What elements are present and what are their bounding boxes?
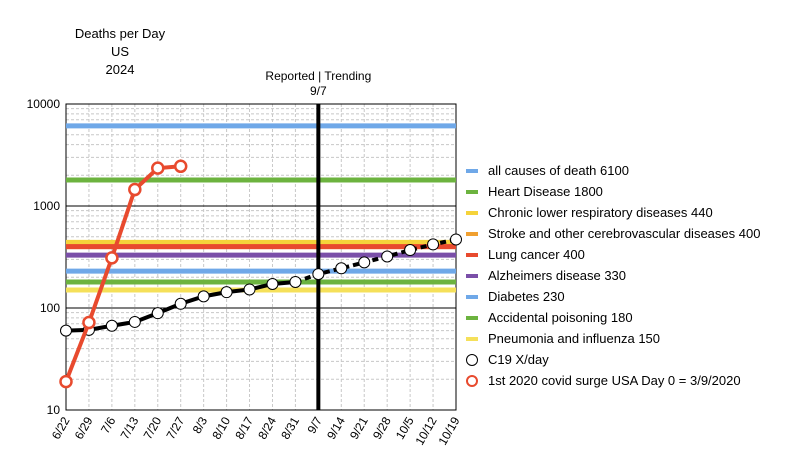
legend-swatch — [466, 252, 478, 257]
legend-label: 1st 2020 covid surge USA Day 0 = 3/9/202… — [488, 373, 741, 388]
legend-marker — [466, 374, 478, 387]
divider-annotation-line-1: Reported | Trending — [265, 69, 371, 83]
x-tick-label: 9/21 — [347, 414, 371, 442]
x-tick-label: 9/14 — [324, 414, 348, 442]
legend-item: Diabetes 230 — [466, 286, 760, 307]
data-point-c19 — [243, 283, 256, 296]
legend-swatch — [466, 315, 478, 320]
data-point-c19 — [450, 233, 462, 246]
y-tick-label: 10000 — [27, 97, 61, 111]
data-point-surge — [151, 161, 165, 175]
x-tick-label: 6/29 — [72, 414, 96, 442]
legend-item: all causes of death 6100 — [466, 160, 760, 181]
x-tick-label: 7/13 — [118, 414, 142, 442]
x-tick-label: 8/17 — [232, 414, 256, 442]
legend-item: Chronic lower respiratory diseases 440 — [466, 202, 760, 223]
legend-label: Pneumonia and influenza 150 — [488, 331, 661, 346]
legend-swatch — [466, 231, 478, 236]
y-tick-label: 100 — [40, 301, 60, 315]
legend-item: Heart Disease 1800 — [466, 181, 760, 202]
legend-item: Accidental poisoning 180 — [466, 307, 760, 328]
legend-label: Lung cancer 400 — [488, 247, 585, 262]
data-point-c19 — [105, 319, 118, 332]
legend-marker — [466, 353, 478, 366]
x-tick-label: 8/3 — [190, 414, 211, 436]
x-tick-label: 9/28 — [370, 414, 394, 442]
legend-swatch — [466, 336, 478, 341]
data-point-surge — [128, 182, 142, 197]
data-point-surge — [173, 159, 188, 174]
data-point-c19 — [197, 290, 210, 303]
data-point-surge — [82, 315, 96, 330]
chart-title-line-3: 2024 — [105, 62, 135, 77]
x-tick-label: 10/12 — [413, 414, 440, 447]
legend-swatch — [466, 273, 478, 278]
series-line-surge — [64, 164, 181, 383]
legend-label: Alzheimers disease 330 — [488, 268, 627, 283]
x-tick-label: 8/31 — [278, 414, 302, 442]
legend-label: C19 X/day — [488, 352, 549, 367]
legend-swatch — [466, 294, 478, 299]
data-point-c19 — [335, 262, 348, 275]
series-line-c19-trending — [294, 237, 457, 284]
data-point-surge — [59, 374, 73, 389]
data-point-c19 — [404, 244, 417, 257]
x-tick-label: 8/24 — [255, 414, 279, 442]
data-point-c19 — [60, 324, 72, 337]
legend-label: Accidental poisoning 180 — [488, 310, 633, 325]
data-point-c19 — [358, 256, 371, 269]
data-point-c19 — [289, 275, 302, 288]
x-tick-label: 7/6 — [98, 414, 119, 436]
legend-item: Stroke and other cerebrovascular disease… — [466, 223, 760, 244]
x-tick-label: 7/20 — [141, 414, 165, 442]
x-tick-label: 8/10 — [209, 414, 233, 442]
legend-swatch — [466, 189, 478, 194]
legend-item: Alzheimers disease 330 — [466, 265, 760, 286]
legend-label: Heart Disease 1800 — [488, 184, 603, 199]
data-point-c19 — [151, 307, 164, 320]
data-point-c19 — [266, 277, 279, 290]
legend-item: 1st 2020 covid surge USA Day 0 = 3/9/202… — [466, 370, 760, 391]
data-point-c19 — [128, 315, 141, 328]
legend-label: Diabetes 230 — [488, 289, 565, 304]
x-tick-label: 9/7 — [304, 414, 325, 436]
legend-item: C19 X/day — [466, 349, 760, 370]
chart-title-line-1: Deaths per Day — [74, 26, 166, 41]
chart-title-line-2: US — [110, 44, 130, 59]
data-point-c19 — [220, 286, 233, 299]
data-point-surge — [105, 251, 119, 265]
chart-legend: all causes of death 6100 Heart Disease 18… — [466, 160, 760, 391]
legend-item: Pneumonia and influenza 150 — [466, 328, 760, 349]
data-point-c19 — [312, 268, 325, 281]
divider-annotation-line-2: 9/7 — [310, 84, 327, 98]
data-point-c19 — [174, 297, 187, 310]
legend-label: Stroke and other cerebrovascular disease… — [488, 226, 761, 241]
x-tick-label: 10/19 — [435, 414, 462, 447]
legend-item: Lung cancer 400 — [466, 244, 760, 265]
y-tick-label: 10 — [47, 403, 61, 417]
data-point-c19 — [381, 250, 394, 263]
x-tick-label: 7/27 — [163, 414, 187, 442]
legend-label: Chronic lower respiratory diseases 440 — [488, 205, 713, 220]
legend-swatch — [466, 168, 478, 173]
x-tick-label: 6/22 — [49, 414, 73, 442]
y-tick-label: 1000 — [33, 199, 60, 213]
legend-label: all causes of death 6100 — [488, 163, 629, 178]
legend-swatch — [466, 210, 478, 215]
data-point-c19 — [427, 238, 440, 251]
